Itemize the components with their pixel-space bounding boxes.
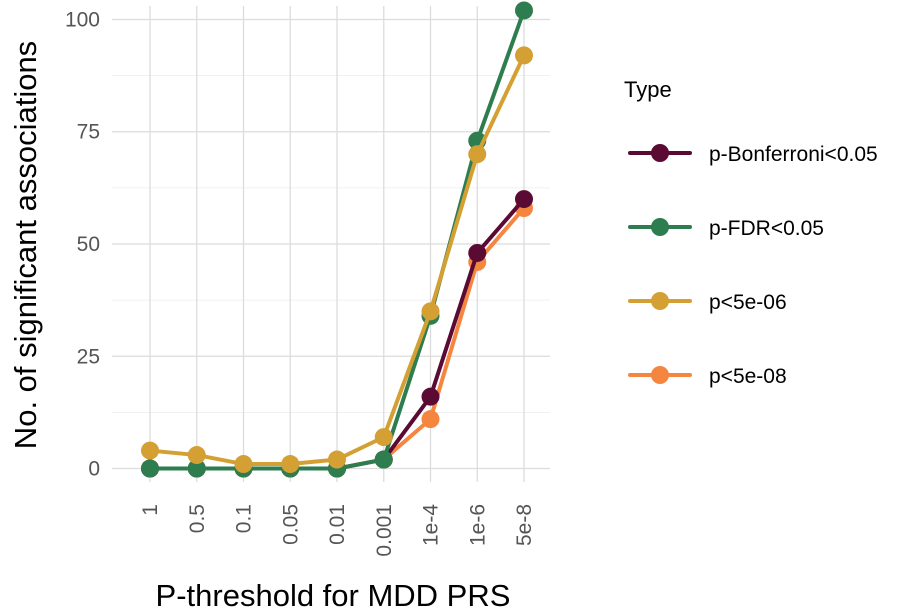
- legend-title: Type: [624, 77, 672, 102]
- legend-item: p<5e-08: [628, 365, 787, 388]
- y-tick-label: 75: [77, 121, 100, 144]
- x-tick-label: 0.1: [233, 504, 256, 533]
- data-point: [187, 446, 206, 465]
- data-point: [468, 145, 487, 164]
- legend-marker: [651, 218, 669, 236]
- data-point: [328, 450, 346, 469]
- data-point: [374, 450, 393, 469]
- x-tick-label: 1e-4: [420, 504, 443, 546]
- legend: Type p-Bonferroni<0.05 p-FDR<0.05 p<5e-06 p…: [624, 77, 878, 388]
- data-point: [421, 410, 440, 429]
- data-point: [515, 1, 533, 20]
- series-p<5e-06: [141, 46, 533, 474]
- y-tick-label: 50: [77, 233, 100, 256]
- legend-item: p-Bonferroni<0.05: [628, 143, 878, 166]
- data-point: [515, 190, 533, 209]
- x-axis-title: P-threshold for MDD PRS: [156, 578, 511, 613]
- legend-item: p<5e-06: [628, 291, 787, 314]
- x-tick-label: 5e-8: [513, 504, 536, 546]
- legend-marker: [651, 366, 669, 384]
- legend-label: p<5e-08: [709, 365, 787, 388]
- x-axis-ticks: 1 0.5 0.1 0.05 0.01 0.001 1e-4 1e-6 5e-8: [139, 504, 536, 557]
- x-tick-label: 1: [139, 504, 162, 516]
- y-tick-label: 100: [65, 8, 100, 31]
- y-tick-label: 25: [77, 345, 100, 368]
- y-tick-label: 0: [88, 458, 100, 481]
- data-point: [281, 455, 300, 474]
- x-tick-label: 0.01: [326, 504, 349, 545]
- data-point: [141, 459, 159, 478]
- legend-marker: [651, 144, 669, 162]
- legend-label: p<5e-06: [709, 291, 787, 314]
- legend-marker: [651, 292, 669, 310]
- legend-label: p-FDR<0.05: [709, 217, 824, 240]
- x-tick-label: 0.05: [279, 504, 302, 545]
- data-point: [374, 428, 393, 447]
- plot-series: [141, 1, 533, 478]
- x-tick-label: 0.5: [186, 504, 209, 533]
- data-point: [141, 441, 159, 460]
- data-point: [421, 387, 440, 406]
- x-tick-label: 0.001: [373, 504, 396, 557]
- x-tick-label: 1e-6: [466, 504, 489, 546]
- data-point: [421, 302, 440, 321]
- y-axis-ticks: 0 25 50 75 100: [65, 8, 100, 480]
- data-point: [234, 455, 253, 474]
- data-point: [515, 46, 533, 65]
- data-point: [187, 459, 206, 478]
- legend-label: p-Bonferroni<0.05: [709, 143, 878, 166]
- legend-item: p-FDR<0.05: [628, 217, 824, 240]
- y-axis-title: No. of significant associations: [8, 41, 43, 449]
- data-point: [468, 243, 487, 262]
